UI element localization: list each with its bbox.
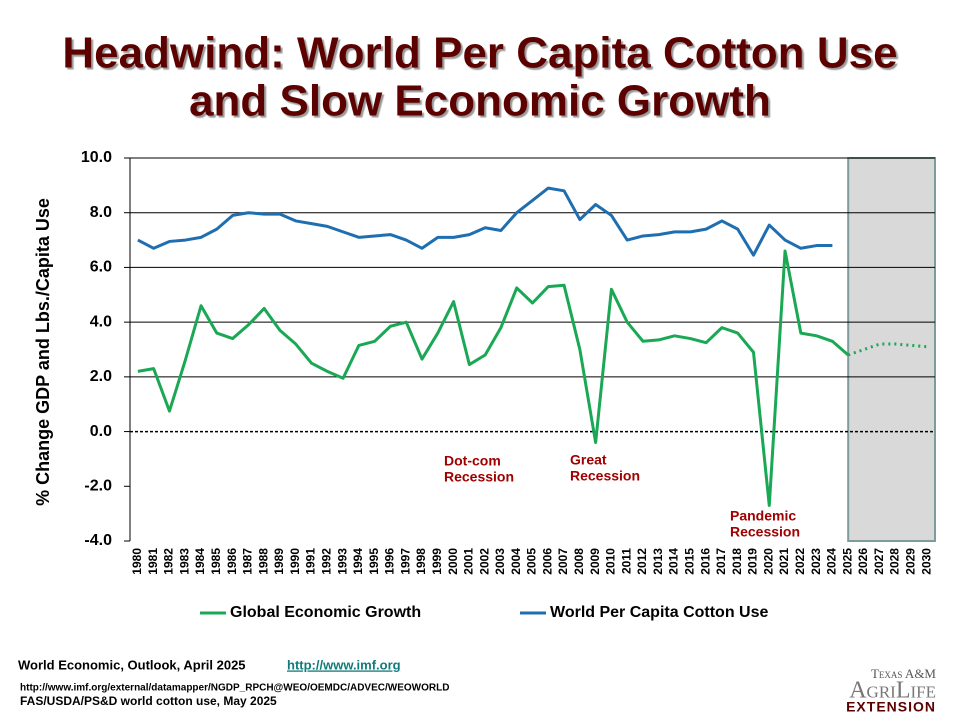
annotation: Recession <box>730 524 800 540</box>
x-tick-label: 2030 <box>919 548 933 575</box>
x-tick-label: 2007 <box>556 548 570 575</box>
annotation: Dot-com <box>444 453 501 469</box>
x-tick-label: 2015 <box>683 548 697 575</box>
legend-label: World Per Capita Cotton Use <box>550 604 768 621</box>
annotation: Pandemic <box>730 508 796 524</box>
x-tick-label: 2014 <box>667 548 681 575</box>
y-tick-label: 10.0 <box>81 149 112 166</box>
x-tick-label: 2002 <box>477 548 491 575</box>
y-tick-label: -2.0 <box>84 478 112 495</box>
y-tick-label: -4.0 <box>84 532 112 549</box>
x-tick-label: 2005 <box>525 548 539 575</box>
x-tick-label: 2008 <box>572 548 586 575</box>
x-tick-label: 2022 <box>793 548 807 575</box>
x-tick-label: 2004 <box>509 548 523 575</box>
x-tick-label: 1999 <box>430 548 444 575</box>
x-tick-label: 1993 <box>335 548 349 575</box>
x-tick-label: 1988 <box>256 548 270 575</box>
annotation: Recession <box>570 468 640 484</box>
y-tick-label: 0.0 <box>90 423 112 440</box>
y-tick-label: 6.0 <box>90 259 112 276</box>
x-tick-label: 1995 <box>367 548 381 575</box>
legend-label: Global Economic Growth <box>230 604 421 621</box>
x-tick-label: 2025 <box>840 548 854 575</box>
x-tick-label: 2026 <box>856 548 870 575</box>
x-tick-label: 2010 <box>604 548 618 575</box>
footnote: FAS/USDA/PS&D world cotton use, May 2025 <box>20 694 277 708</box>
footnote: World Economic, Outlook, April 2025 <box>18 657 246 672</box>
x-tick-label: 2009 <box>588 548 602 575</box>
x-tick-label: 2019 <box>746 548 760 575</box>
x-tick-label: 1989 <box>272 548 286 575</box>
x-tick-label: 1981 <box>146 548 160 575</box>
x-tick-label: 2020 <box>761 548 775 575</box>
x-tick-label: 1983 <box>177 548 191 575</box>
y-tick-label: 4.0 <box>90 313 112 330</box>
logo-text: Texas A&M <box>871 666 936 681</box>
x-tick-label: 2018 <box>730 548 744 575</box>
x-tick-label: 1986 <box>225 548 239 575</box>
x-tick-label: 2029 <box>903 548 917 575</box>
x-tick-label: 2001 <box>462 548 476 575</box>
x-tick-label: 1984 <box>193 548 207 575</box>
x-tick-label: 2017 <box>714 548 728 575</box>
x-tick-label: 1998 <box>414 548 428 575</box>
chart-title: and Slow Economic Growth <box>189 77 771 126</box>
x-tick-label: 2013 <box>651 548 665 575</box>
y-tick-label: 2.0 <box>90 368 112 385</box>
x-tick-label: 1985 <box>209 548 223 575</box>
annotation: Great <box>570 452 607 468</box>
x-tick-label: 2012 <box>635 548 649 575</box>
footnote: http://www.imf.org/external/datamapper/N… <box>20 683 449 694</box>
series-line <box>847 342 928 357</box>
x-tick-label: 2016 <box>698 548 712 575</box>
x-tick-label: 1997 <box>398 548 412 575</box>
x-tick-label: 2021 <box>777 548 791 575</box>
x-tick-label: 2028 <box>888 548 902 575</box>
x-tick-label: 1980 <box>130 548 144 575</box>
x-tick-label: 1992 <box>319 548 333 575</box>
series-line <box>137 249 850 507</box>
y-axis-label: % Change GDP and Lbs./Capita Use <box>33 198 53 506</box>
series-line <box>137 186 833 257</box>
x-tick-label: 2011 <box>619 548 633 574</box>
chart-title: Headwind: World Per Capita Cotton Use <box>62 29 897 78</box>
x-tick-label: 1991 <box>304 548 318 575</box>
logo-text: AgriLife <box>849 678 936 704</box>
x-tick-label: 1990 <box>288 548 302 575</box>
link[interactable]: http://www.imf.org <box>287 657 401 672</box>
x-tick-label: 2027 <box>872 548 886 575</box>
logo-text: Extension <box>846 699 936 715</box>
y-tick-label: 8.0 <box>90 204 112 221</box>
x-tick-label: 1982 <box>162 548 176 575</box>
x-tick-label: 2024 <box>825 548 839 575</box>
x-tick-label: 1994 <box>351 548 365 575</box>
x-tick-label: 2003 <box>493 548 507 575</box>
x-tick-label: 2006 <box>540 548 554 575</box>
x-tick-label: 1987 <box>241 548 255 575</box>
x-tick-label: 2023 <box>809 548 823 575</box>
annotation: Recession <box>444 469 514 485</box>
x-tick-label: 2000 <box>446 548 460 575</box>
x-tick-label: 1996 <box>383 548 397 575</box>
forecast-region <box>847 157 937 542</box>
